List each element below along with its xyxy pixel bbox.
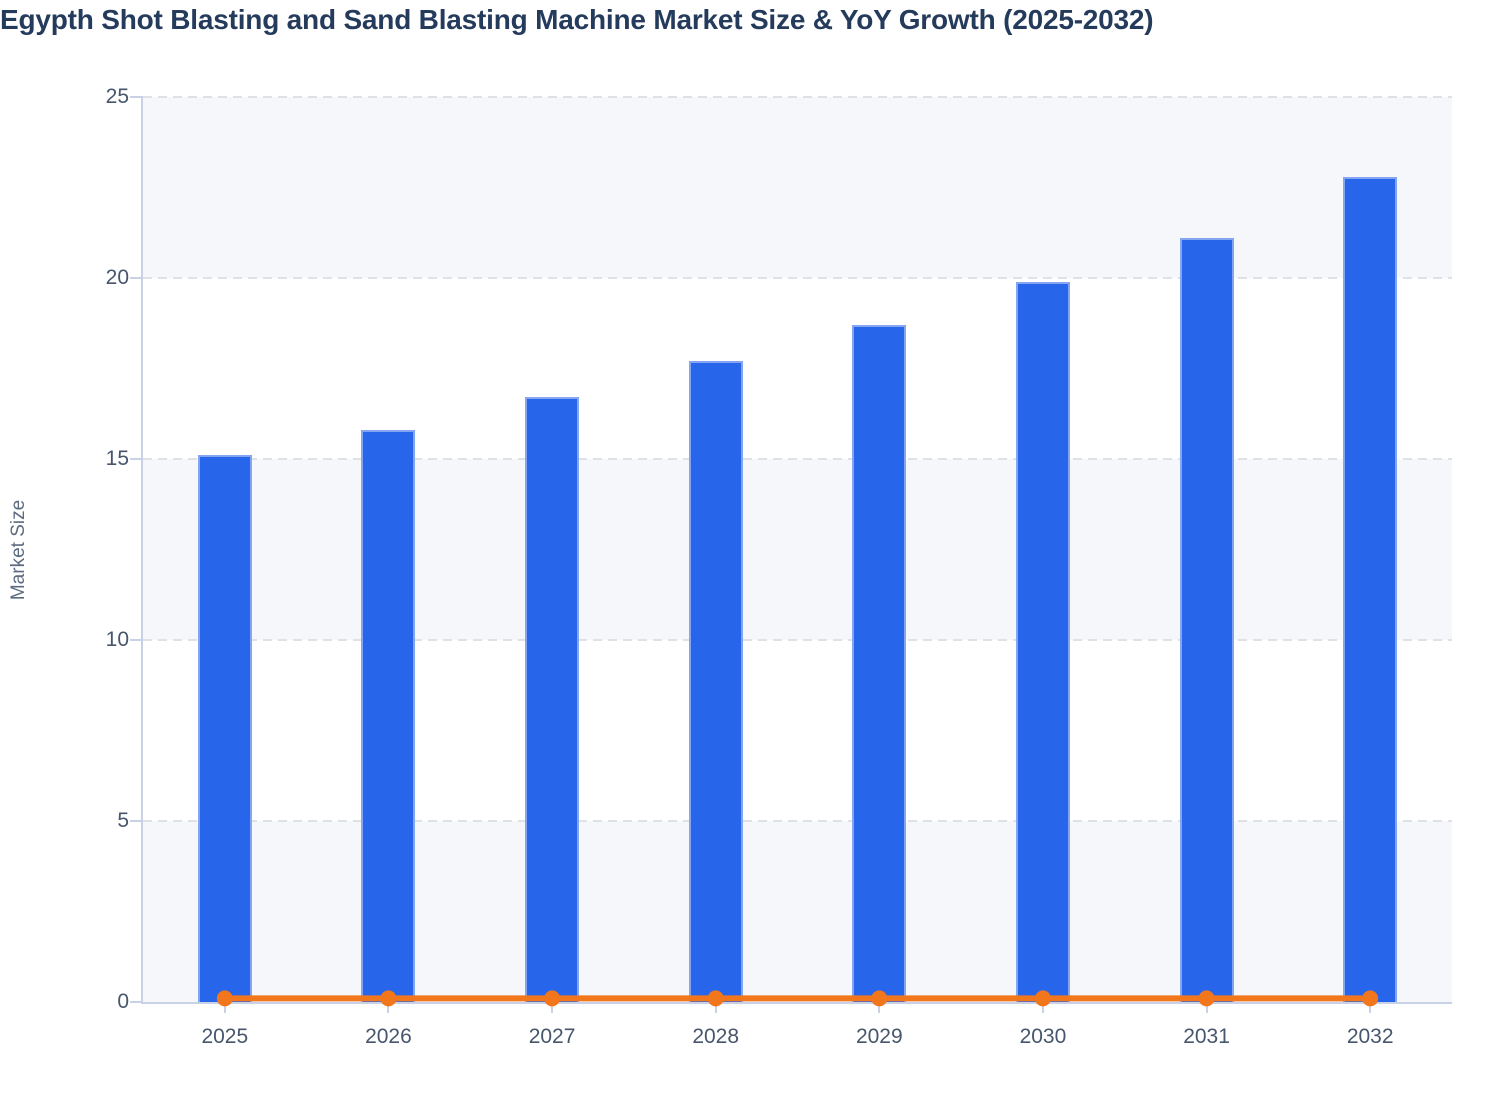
y-axis-tick xyxy=(130,96,143,98)
x-axis-tick xyxy=(223,1004,226,1013)
y-axis-tick xyxy=(130,277,143,279)
y-axis-tick xyxy=(130,820,143,822)
yoy-marker-2025[interactable] xyxy=(216,990,233,1007)
y-axis-tick-label: 15 xyxy=(105,447,129,470)
plot-band xyxy=(143,821,1452,1002)
y-axis-title: Market Size xyxy=(8,499,29,601)
x-axis-tick-label: 2032 xyxy=(1346,1025,1394,1048)
bar-2025[interactable] xyxy=(197,455,252,1002)
y-axis-tick-label: 25 xyxy=(105,85,129,108)
y-axis-tick xyxy=(130,1001,143,1003)
bar-2031[interactable] xyxy=(1179,238,1234,1002)
x-axis-tick-label: 2026 xyxy=(365,1025,412,1048)
gridline xyxy=(143,277,1452,279)
x-axis-tick xyxy=(1369,1004,1372,1013)
bar-2028[interactable] xyxy=(688,361,743,1002)
gridline xyxy=(143,96,1452,98)
gridline xyxy=(143,639,1452,641)
x-axis-tick-label: 2025 xyxy=(201,1025,249,1048)
yoy-growth-line-layer xyxy=(216,990,1379,1007)
x-axis-tick-label: 2031 xyxy=(1183,1025,1230,1048)
x-axis-tick-label: 2028 xyxy=(692,1025,740,1048)
bar-2029[interactable] xyxy=(852,325,907,1002)
yoy-marker-2032[interactable] xyxy=(1362,990,1379,1007)
yoy-marker-2026[interactable] xyxy=(380,990,397,1007)
bar-2027[interactable] xyxy=(525,397,580,1002)
x-axis-tick-label: 2027 xyxy=(528,1025,576,1048)
yoy-marker-2027[interactable] xyxy=(544,990,561,1007)
y-axis-tick xyxy=(130,639,143,641)
x-axis-line xyxy=(141,1002,1452,1004)
y-axis-tick-label: 10 xyxy=(105,628,129,651)
plot-band xyxy=(143,97,1452,278)
x-axis-tick-label: 2029 xyxy=(855,1025,903,1048)
bar-2030[interactable] xyxy=(1015,281,1070,1002)
yoy-marker-2031[interactable] xyxy=(1198,990,1215,1007)
x-axis-tick xyxy=(878,1004,881,1013)
gridline xyxy=(143,820,1452,822)
yoy-marker-2029[interactable] xyxy=(871,990,888,1007)
y-axis-tick-label: 5 xyxy=(117,809,129,832)
plot-area: 0 5 10 15 20 25 2025 2026 2027 2028 2029 2030 2031 20… xyxy=(106,85,1452,1048)
x-axis-tick-label: 2030 xyxy=(1019,1025,1067,1048)
yoy-marker-2028[interactable] xyxy=(707,990,724,1007)
x-axis-tick xyxy=(551,1004,554,1013)
bar-2032[interactable] xyxy=(1343,176,1398,1002)
y-axis-tick-label: 20 xyxy=(105,266,129,289)
x-axis-tick xyxy=(387,1004,390,1013)
plot-band xyxy=(143,459,1452,640)
yoy-marker-2030[interactable] xyxy=(1034,990,1051,1007)
x-axis-tick xyxy=(1205,1004,1208,1013)
gridline xyxy=(143,458,1452,460)
x-axis-tick xyxy=(714,1004,717,1013)
y-axis-line xyxy=(141,97,143,1004)
y-axis-tick-label: 0 xyxy=(117,990,129,1013)
y-axis-tick xyxy=(130,458,143,460)
bar-2026[interactable] xyxy=(361,430,416,1002)
chart-title: Egypth Shot Blasting and Sand Blasting M… xyxy=(0,4,1154,35)
x-axis-tick xyxy=(1041,1004,1044,1013)
